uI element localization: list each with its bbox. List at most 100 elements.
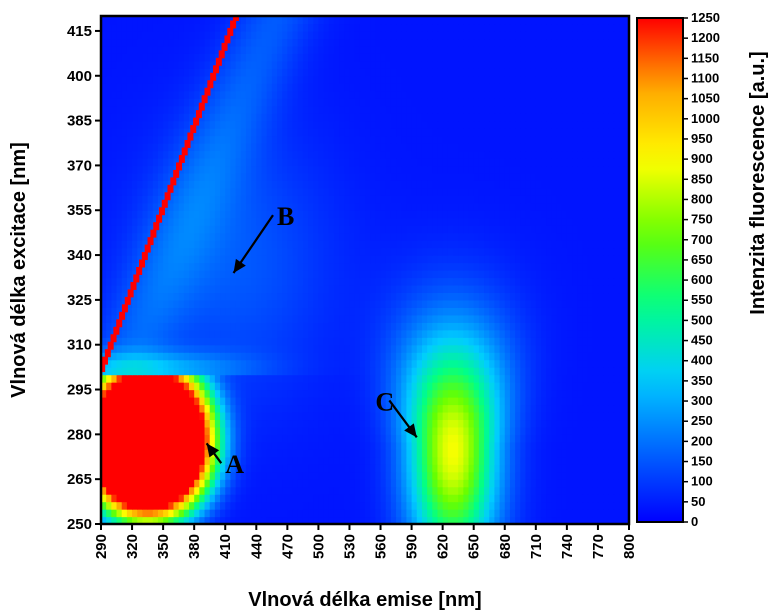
heatmap-cell: [194, 165, 200, 174]
heatmap-cell: [546, 202, 552, 211]
heatmap-cell: [106, 329, 112, 338]
heatmap-cell: [411, 322, 418, 331]
heatmap-cell: [572, 262, 578, 271]
heatmap-cell: [541, 322, 547, 331]
heatmap-cell: [401, 456, 408, 465]
heatmap-cell: [623, 352, 629, 361]
heatmap-cell: [101, 382, 107, 391]
heatmap-cell: [421, 337, 428, 346]
heatmap-cell: [111, 516, 118, 524]
heatmap-cell: [406, 284, 413, 294]
heatmap-cell: [541, 509, 547, 518]
heatmap-cell: [535, 277, 542, 286]
heatmap-cell: [546, 397, 552, 406]
heatmap-cell: [551, 247, 558, 256]
heatmap-cell: [235, 247, 242, 256]
heatmap-cell: [199, 359, 206, 368]
heatmap-cell: [137, 411, 144, 421]
heatmap-cell: [396, 426, 402, 435]
heatmap-cell: [416, 157, 423, 167]
heatmap-cell: [256, 441, 263, 450]
heatmap-cell: [121, 247, 128, 256]
heatmap-cell: [515, 486, 521, 495]
heatmap-cell: [484, 404, 490, 413]
heatmap-cell: [535, 501, 542, 510]
heatmap-cell: [416, 374, 423, 383]
heatmap-cell: [623, 284, 629, 294]
heatmap-cell: [515, 210, 521, 219]
heatmap-cell: [613, 314, 620, 323]
heatmap-cell: [220, 516, 226, 524]
heatmap-cell: [396, 337, 402, 346]
heatmap-cell: [137, 479, 144, 488]
heatmap-cell: [463, 419, 470, 428]
heatmap-cell: [390, 479, 397, 488]
heatmap-cell: [173, 456, 180, 465]
heatmap-cell: [442, 202, 449, 211]
heatmap-cell: [390, 494, 397, 503]
heatmap-cell: [220, 404, 226, 413]
heatmap-cell: [380, 471, 387, 480]
heatmap-cell: [142, 456, 149, 465]
heatmap-cell: [504, 471, 511, 480]
heatmap-cell: [463, 217, 470, 226]
heatmap-cell: [152, 157, 159, 167]
heatmap-cell: [447, 255, 454, 264]
heatmap-cell: [235, 494, 242, 503]
heatmap-cell: [390, 382, 397, 391]
heatmap-cell: [240, 411, 247, 421]
heatmap-cell: [204, 479, 211, 488]
heatmap-cell: [515, 232, 521, 241]
heatmap-cell: [199, 456, 206, 465]
heatmap-cell: [111, 322, 118, 331]
heatmap-cell: [302, 202, 309, 211]
heatmap-cell: [287, 284, 294, 294]
heatmap-cell: [546, 284, 552, 294]
heatmap-cell: [328, 307, 335, 316]
heatmap-cell: [515, 247, 521, 256]
heatmap-cell: [453, 426, 459, 435]
heatmap-cell: [106, 501, 112, 510]
heatmap-cell: [251, 359, 257, 368]
heatmap-cell: [520, 359, 527, 368]
heatmap-cell: [473, 210, 480, 219]
heatmap-cell: [390, 426, 397, 435]
heatmap-cell: [106, 374, 112, 383]
heatmap-cell: [463, 210, 470, 219]
heatmap-cell: [473, 307, 480, 316]
heatmap-cell: [442, 255, 449, 264]
heatmap-cell: [359, 389, 366, 398]
heatmap-cell: [515, 202, 521, 211]
heatmap-cell: [509, 337, 516, 346]
heatmap-cell: [328, 225, 335, 234]
heatmap-cell: [406, 202, 413, 211]
heatmap-cell: [535, 509, 542, 518]
heatmap-cell: [333, 344, 340, 353]
heatmap-cell: [515, 157, 521, 167]
heatmap-cell: [111, 397, 118, 406]
heatmap-cell: [515, 292, 521, 301]
heatmap-cell: [359, 247, 366, 256]
heatmap-cell: [566, 456, 573, 465]
heatmap-cell: [478, 240, 485, 249]
heatmap-cell: [142, 284, 149, 294]
heatmap-cell: [592, 382, 599, 391]
heatmap-cell: [597, 389, 604, 398]
heatmap-cell: [489, 322, 496, 331]
heatmap-cell: [106, 232, 112, 241]
heatmap-cell: [308, 247, 314, 256]
heatmap-cell: [199, 426, 206, 435]
heatmap-cell: [287, 449, 294, 458]
heatmap-cell: [308, 202, 314, 211]
heatmap-cell: [333, 382, 340, 391]
heatmap-cell: [282, 471, 288, 480]
heatmap-cell: [230, 270, 237, 279]
heatmap-cell: [251, 426, 257, 435]
heatmap-cell: [256, 486, 263, 495]
heatmap-cell: [111, 299, 118, 308]
heatmap-cell: [349, 397, 356, 406]
heatmap-cell: [421, 180, 428, 189]
heatmap-cell: [106, 284, 112, 294]
heatmap-cell: [157, 292, 164, 301]
heatmap-cell: [380, 240, 387, 249]
